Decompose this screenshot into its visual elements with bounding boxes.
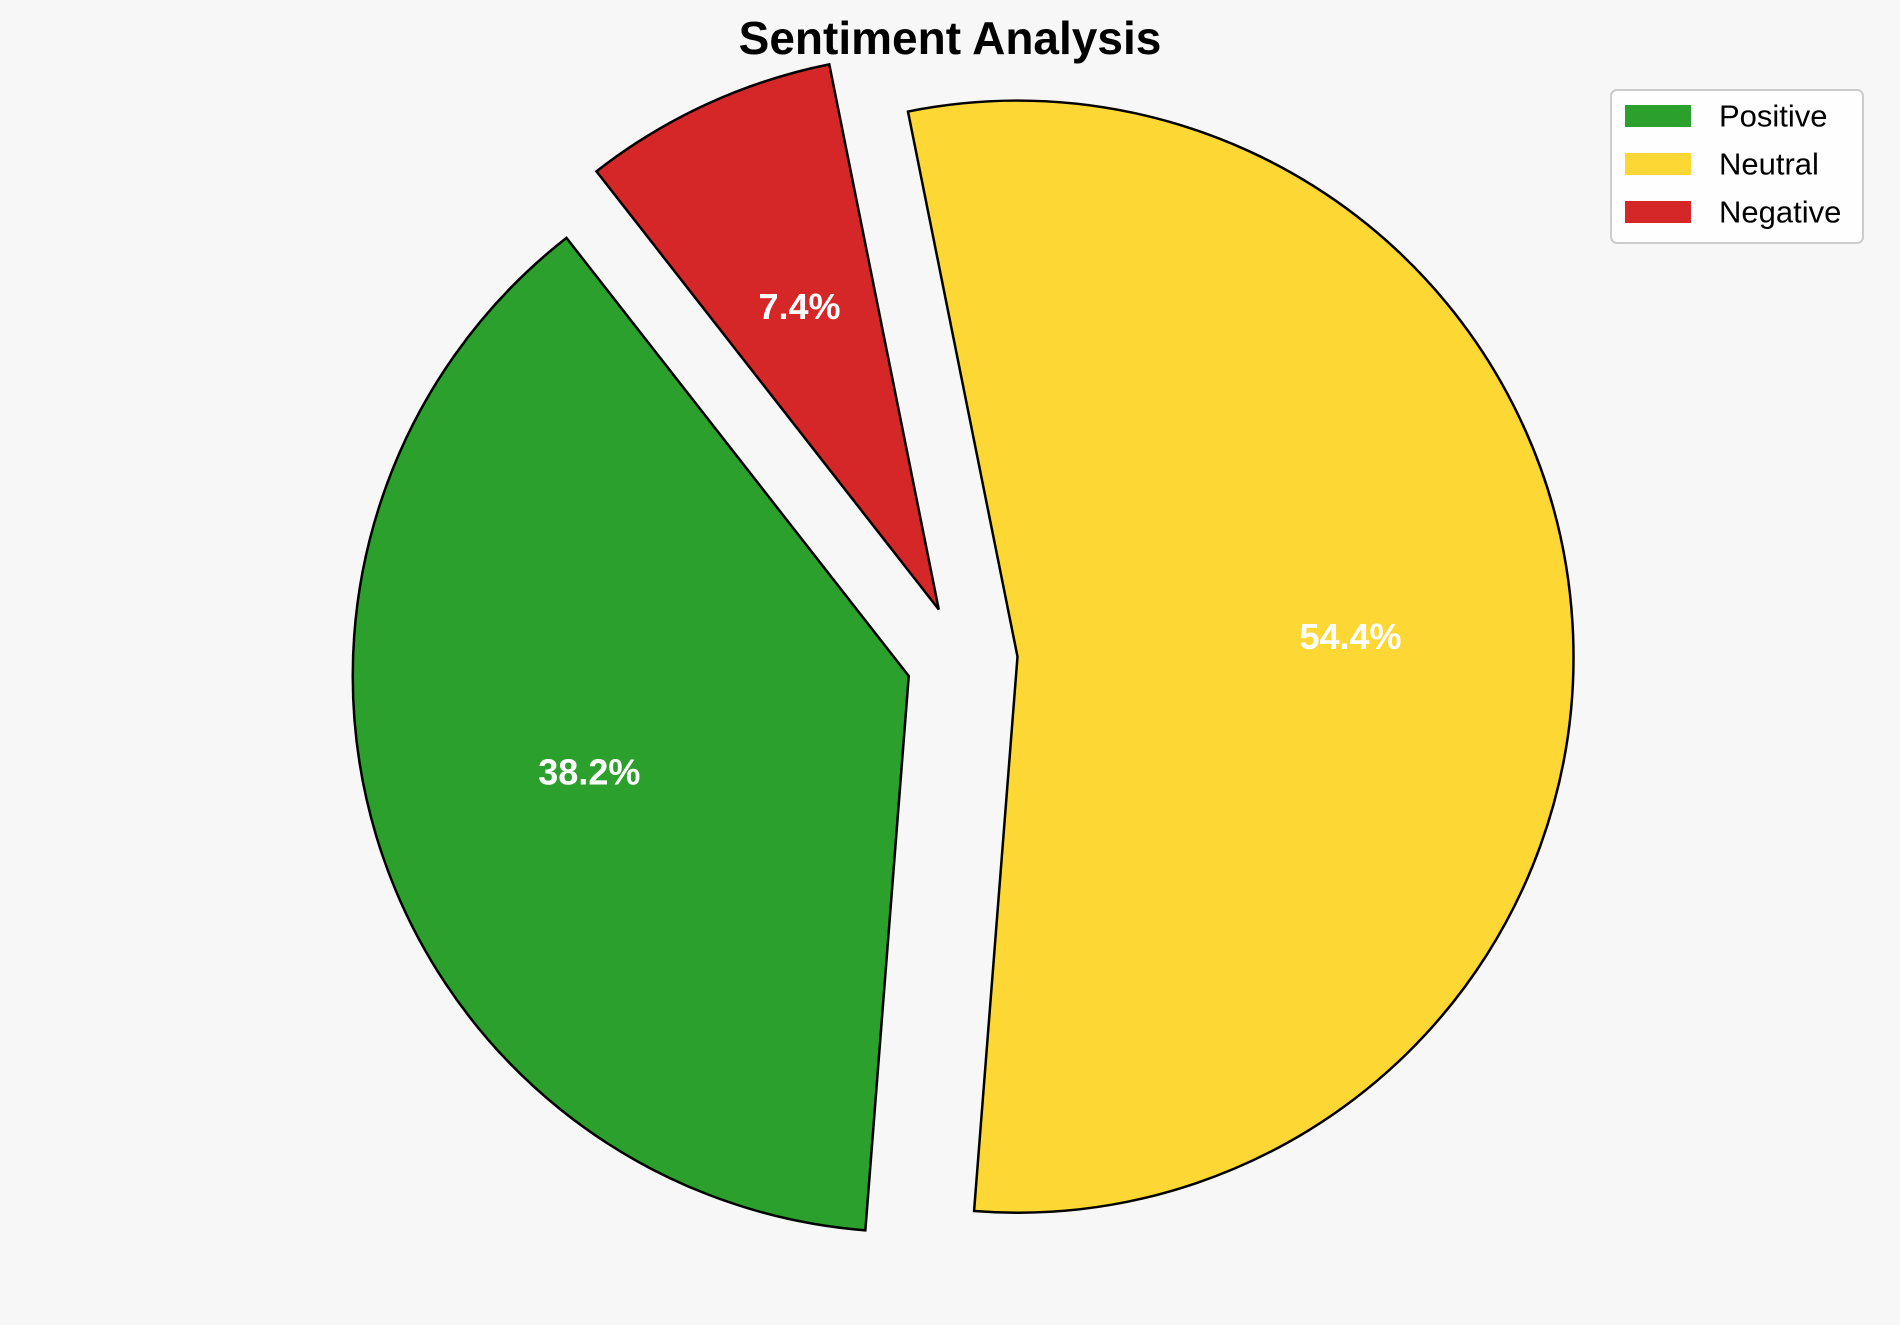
chart-title: Sentiment Analysis [739, 12, 1162, 64]
pie-slice-negative [594, 62, 941, 611]
legend-label-negative: Negative [1719, 195, 1841, 230]
legend-label-neutral: Neutral [1719, 147, 1819, 182]
legend: Positive Neutral Negative [1610, 89, 1864, 244]
slice-label-neutral: 54.4% [1299, 616, 1401, 657]
slice-label-negative: 7.4% [758, 286, 840, 327]
slice-label-positive: 38.2% [538, 752, 640, 793]
legend-swatch-neutral [1625, 153, 1691, 175]
legend-swatch-negative [1625, 201, 1691, 223]
legend-swatch-positive [1625, 105, 1691, 127]
legend-label-positive: Positive [1719, 99, 1828, 134]
pie-slices [351, 62, 1575, 1232]
pie-slice-labels: 38.2% 54.4% 7.4% [538, 286, 1401, 793]
pie-slice-neutral [906, 99, 1575, 1214]
pie-slice-positive [351, 236, 911, 1232]
